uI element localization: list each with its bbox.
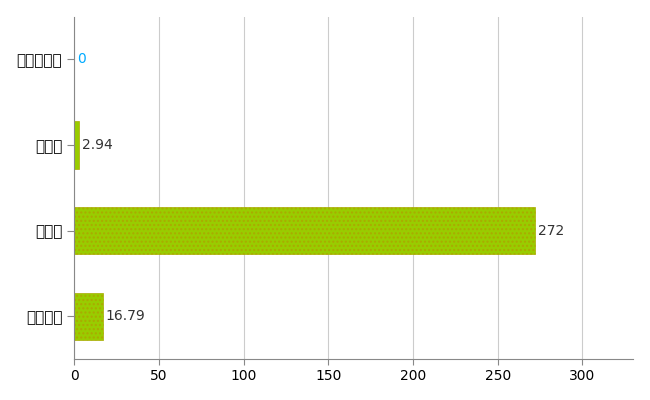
Bar [74,207,535,254]
Text: 272: 272 [538,224,564,238]
Text: 0: 0 [77,52,85,66]
Text: 16.79: 16.79 [105,309,145,323]
Text: 2.94: 2.94 [82,138,112,152]
Bar [74,293,103,340]
Bar [74,122,79,168]
